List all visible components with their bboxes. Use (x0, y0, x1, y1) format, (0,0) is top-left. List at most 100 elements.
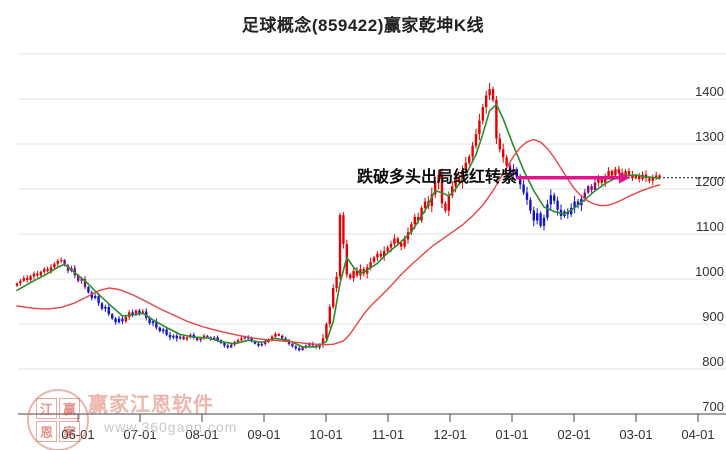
candle-body (213, 337, 216, 340)
watermark-url-text: www.360gann.com (104, 419, 238, 435)
candle-body (444, 203, 447, 211)
candle-body (39, 271, 42, 276)
candle-body (151, 321, 155, 324)
candle-body (338, 215, 342, 277)
candle-body (386, 247, 389, 252)
signal-arrowhead-icon (618, 171, 630, 184)
candle-body (648, 178, 651, 181)
candle-body (117, 318, 121, 323)
candle-body (131, 312, 134, 315)
candle-body (206, 335, 209, 338)
candle-body (97, 296, 100, 304)
candle-body (250, 338, 253, 342)
candle-body (376, 253, 379, 258)
candle-body (328, 306, 331, 324)
candle-body (243, 336, 246, 339)
candle-body (335, 276, 338, 288)
candle-body (447, 195, 450, 211)
candle-body (491, 89, 495, 100)
candle-body (597, 179, 600, 183)
candle-body (556, 200, 559, 210)
candle-body (77, 275, 80, 281)
candle-body (655, 175, 658, 178)
candle-body (216, 337, 219, 341)
candle-body (451, 186, 454, 196)
candle-body (321, 338, 325, 345)
y-tick-label: 1300 (695, 129, 724, 144)
candle-body (175, 335, 178, 339)
candle-body (124, 316, 127, 322)
candle-body (19, 280, 22, 284)
candle-body (185, 337, 189, 340)
x-tick-label: 11-01 (372, 427, 404, 442)
candle-body (413, 216, 416, 225)
candle-body (199, 338, 202, 341)
logo-char: 家 (59, 421, 80, 442)
candle-body (308, 343, 311, 346)
candle-body (570, 207, 573, 215)
y-tick-label: 900 (702, 309, 724, 324)
brand-logo: 江 赢 恩 家 (27, 389, 89, 450)
candle-body (488, 89, 491, 96)
candle-body (536, 213, 539, 221)
candle-body (549, 195, 552, 205)
candle-body (172, 335, 175, 338)
candle-body (430, 194, 433, 207)
candle-body (437, 174, 440, 183)
candle-body (355, 270, 359, 276)
candle-body (658, 175, 661, 179)
candle-body (291, 343, 294, 347)
candle-body (539, 213, 542, 226)
candle-body (627, 171, 631, 175)
candle-body (502, 149, 505, 158)
candle-body (614, 169, 617, 176)
candle-body (573, 201, 576, 208)
candle-body (155, 321, 158, 328)
candle-body (46, 269, 49, 271)
candle-body (260, 343, 263, 346)
y-tick-label: 1400 (695, 84, 724, 99)
candle-body (196, 337, 199, 341)
candle-body (281, 335, 284, 339)
short-ma-line (16, 103, 661, 348)
candle-body (604, 176, 607, 183)
watermark-brand-text: 赢家江恩软件 (88, 394, 214, 416)
candle-body (179, 336, 182, 339)
candle-body (168, 334, 172, 338)
candle-body (393, 238, 396, 244)
x-tick-label: 09-01 (247, 427, 280, 442)
logo-char: 江 (36, 398, 57, 419)
candle-body (141, 311, 144, 314)
candle-body (396, 238, 399, 243)
x-tick-label: 12-01 (433, 427, 466, 442)
candle-body (498, 138, 501, 150)
candle-body (257, 343, 260, 346)
candle-body (359, 269, 362, 276)
candle-body (104, 306, 107, 309)
candle-body (332, 288, 335, 307)
y-tick-label: 1100 (696, 219, 724, 234)
long-ma-line (16, 138, 661, 346)
x-tick-label: 07-01 (123, 427, 156, 442)
candle-body (236, 340, 240, 342)
x-tick-label: 02-01 (557, 427, 590, 442)
candle-body (454, 177, 457, 187)
candle-body (56, 261, 59, 264)
candle-body (553, 195, 556, 201)
candle-body (352, 270, 355, 279)
candle-body (525, 192, 529, 200)
candle-body (434, 182, 437, 195)
logo-char: 恩 (36, 421, 57, 442)
candle-body (587, 186, 590, 193)
candle-body (369, 261, 372, 268)
candle-body (301, 347, 304, 351)
candle-body (508, 165, 512, 173)
y-tick-label: 700 (702, 399, 724, 414)
candle-body (638, 175, 641, 180)
x-tick-label: 03-01 (619, 427, 652, 442)
candle-body (576, 201, 580, 206)
candle-body (342, 215, 345, 244)
candle-body (83, 279, 87, 288)
